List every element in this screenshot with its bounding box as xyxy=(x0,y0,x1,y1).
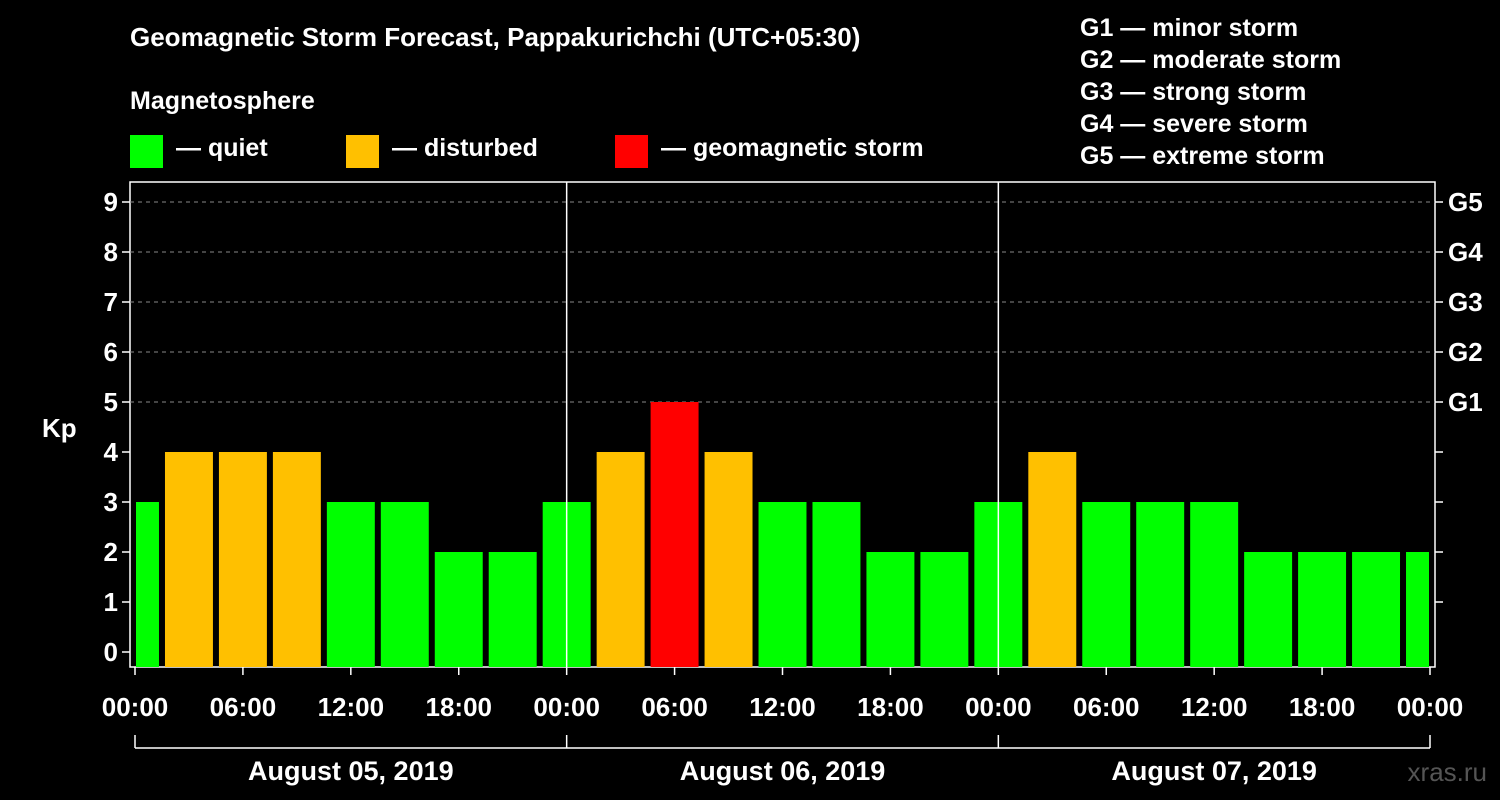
x-tick-label: 06:00 xyxy=(1073,692,1140,722)
kp-bar xyxy=(380,502,429,667)
kp-bar xyxy=(218,452,267,667)
storm-scale-g2: G2 — moderate storm xyxy=(1080,46,1342,74)
x-tick-label: 18:00 xyxy=(426,692,493,722)
y-tick-label: 6 xyxy=(104,337,118,367)
kp-bar xyxy=(1190,502,1239,667)
storm-scale-g1: G1 — minor storm xyxy=(1080,14,1299,42)
y-tick-label: 9 xyxy=(104,187,118,217)
kp-bar xyxy=(1352,552,1401,667)
storm-level-label: G3 xyxy=(1448,287,1483,317)
x-tick-label: 06:00 xyxy=(210,692,277,722)
y-tick-label: 2 xyxy=(104,537,118,567)
day-label: August 07, 2019 xyxy=(1111,756,1317,786)
legend-label-quiet: — quiet xyxy=(176,134,268,162)
legend-swatch-quiet xyxy=(130,135,163,168)
kp-bar xyxy=(434,552,483,667)
kp-bar xyxy=(488,552,537,667)
x-tick-label: 00:00 xyxy=(1397,692,1464,722)
x-tick-label: 06:00 xyxy=(641,692,708,722)
kp-bar xyxy=(866,552,915,667)
storm-scale-g4: G4 — severe storm xyxy=(1080,110,1308,138)
y-axis-label: Kp xyxy=(42,413,77,443)
kp-bar xyxy=(596,452,645,667)
kp-bar xyxy=(758,502,807,667)
kp-bar xyxy=(1298,552,1347,667)
chart-title: Geomagnetic Storm Forecast, Pappakurichc… xyxy=(130,22,861,52)
kp-bar xyxy=(164,452,213,667)
x-tick-label: 00:00 xyxy=(965,692,1032,722)
x-tick-label: 12:00 xyxy=(749,692,816,722)
kp-bar xyxy=(650,402,699,667)
kp-bar xyxy=(136,502,159,667)
kp-bar xyxy=(1136,502,1185,667)
x-tick-label: 18:00 xyxy=(857,692,924,722)
legend-label-disturbed: — disturbed xyxy=(392,134,538,162)
storm-level-label: G5 xyxy=(1448,187,1483,217)
storm-level-label: G1 xyxy=(1448,387,1483,417)
y-tick-label: 7 xyxy=(104,287,118,317)
x-tick-label: 12:00 xyxy=(1181,692,1248,722)
storm-scale-g3: G3 — strong storm xyxy=(1080,78,1307,106)
y-tick-label: 1 xyxy=(104,587,118,617)
y-tick-label: 8 xyxy=(104,237,118,267)
storm-level-label: G2 xyxy=(1448,337,1483,367)
watermark: xras.ru xyxy=(1407,757,1487,787)
legend-label-storm: — geomagnetic storm xyxy=(661,134,924,162)
kp-bar xyxy=(920,552,969,667)
day-label: August 05, 2019 xyxy=(248,756,454,786)
y-tick-label: 4 xyxy=(104,437,119,467)
kp-bar xyxy=(272,452,321,667)
kp-bar xyxy=(704,452,753,667)
kp-bar xyxy=(1082,502,1131,667)
x-tick-label: 00:00 xyxy=(533,692,600,722)
y-tick-label: 5 xyxy=(104,387,118,417)
kp-bar xyxy=(326,502,375,667)
legend-title: Magnetosphere xyxy=(130,87,315,115)
kp-bar xyxy=(1028,452,1077,667)
y-tick-label: 3 xyxy=(104,487,118,517)
kp-bar xyxy=(812,502,861,667)
kp-bar xyxy=(1244,552,1293,667)
y-tick-label: 0 xyxy=(104,637,118,667)
kp-bar xyxy=(1406,552,1429,667)
legend-swatch-disturbed xyxy=(346,135,379,168)
day-label: August 06, 2019 xyxy=(680,756,886,786)
x-tick-label: 12:00 xyxy=(318,692,385,722)
x-tick-label: 18:00 xyxy=(1289,692,1356,722)
storm-scale-g5: G5 — extreme storm xyxy=(1080,142,1325,170)
legend-swatch-storm xyxy=(615,135,648,168)
x-tick-label: 00:00 xyxy=(102,692,169,722)
storm-level-label: G4 xyxy=(1448,237,1483,267)
